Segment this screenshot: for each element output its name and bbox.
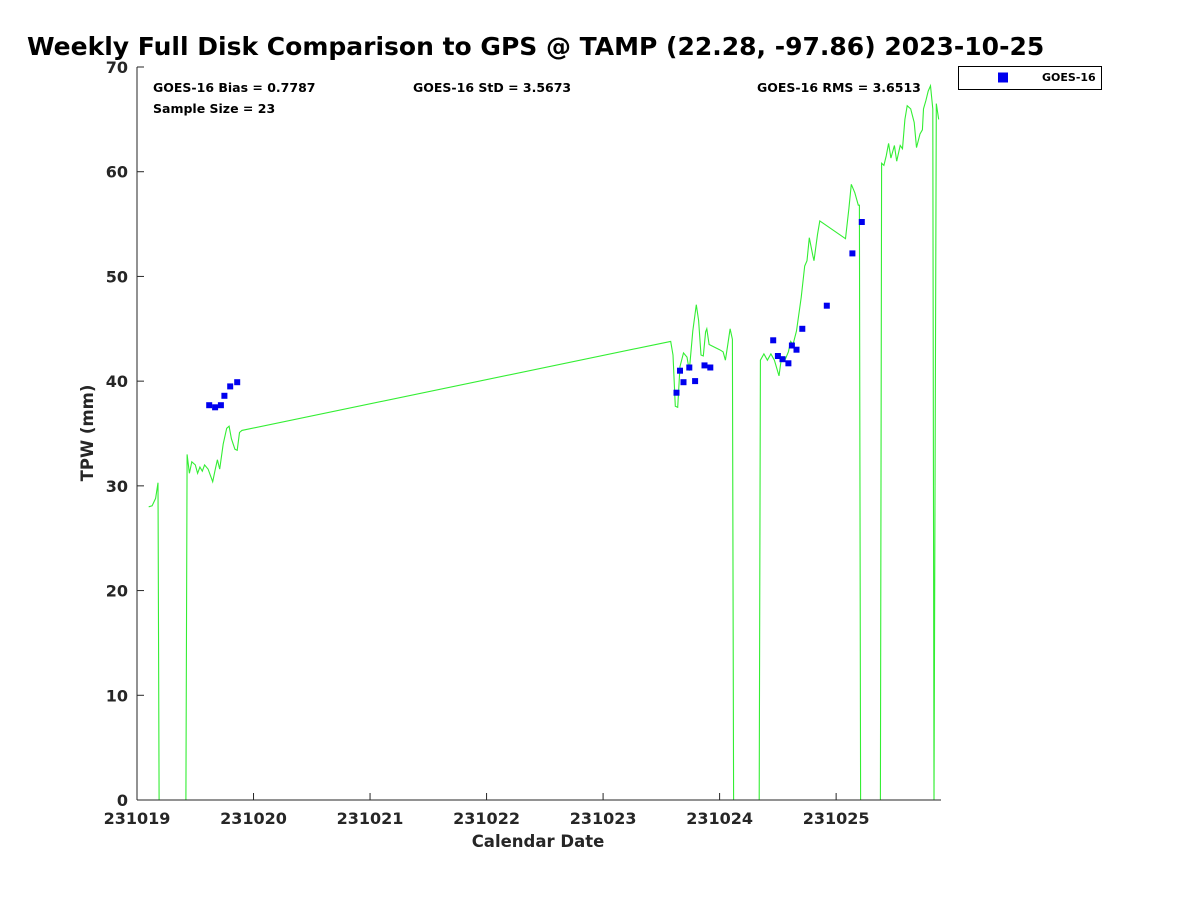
goes16-point bbox=[686, 364, 693, 371]
goes16-point bbox=[234, 379, 241, 386]
legend-box bbox=[958, 66, 1102, 90]
y-tick-label: 40 bbox=[106, 372, 128, 391]
x-axis-label: Calendar Date bbox=[472, 832, 605, 851]
goes16-point bbox=[673, 389, 680, 396]
goes16-point bbox=[799, 325, 806, 332]
goes16-point bbox=[858, 219, 865, 225]
chart-title: Weekly Full Disk Comparison to GPS @ TAM… bbox=[27, 32, 1044, 61]
x-tick-label: 231024 bbox=[686, 809, 753, 828]
x-tick-label: 231020 bbox=[220, 809, 287, 828]
goes16-point bbox=[849, 250, 856, 257]
y-axis-label: TPW (mm) bbox=[78, 385, 97, 482]
y-tick-label: 20 bbox=[106, 582, 128, 601]
gps-line bbox=[148, 83, 940, 801]
x-tick-label: 231023 bbox=[570, 809, 637, 828]
y-tick-label: 10 bbox=[106, 686, 128, 705]
goes16-point bbox=[785, 360, 792, 367]
x-tick-label: 231019 bbox=[104, 809, 171, 828]
goes16-point bbox=[680, 379, 687, 386]
goes16-point bbox=[823, 302, 830, 309]
goes16-point bbox=[221, 392, 228, 399]
goes16-point bbox=[212, 404, 219, 411]
goes16-point bbox=[793, 346, 800, 353]
x-tick-label: 231021 bbox=[337, 809, 404, 828]
y-tick-label: 50 bbox=[106, 267, 128, 286]
goes16-point bbox=[701, 362, 708, 369]
y-tick-label: 60 bbox=[106, 163, 128, 182]
legend-label: GOES-16 bbox=[1042, 71, 1096, 84]
rms-stat: GOES-16 RMS = 3.6513 bbox=[757, 80, 921, 95]
goes16-point bbox=[217, 402, 224, 409]
goes16-point bbox=[692, 378, 699, 385]
goes16-point bbox=[707, 364, 714, 371]
axes: 0 10 20 30 40 50 60 70 231019 231020 231021 231022 2… bbox=[104, 58, 941, 828]
sample-size-stat: Sample Size = 23 bbox=[153, 101, 275, 116]
plot-area bbox=[148, 83, 940, 801]
y-tick-label: 0 bbox=[117, 791, 128, 810]
goes16-point bbox=[770, 337, 777, 344]
goes16-point bbox=[206, 402, 213, 409]
x-tick-label: 231022 bbox=[453, 809, 520, 828]
goes16-point bbox=[774, 353, 781, 359]
std-stat: GOES-16 StD = 3.5673 bbox=[413, 80, 571, 95]
goes16-point bbox=[227, 383, 234, 390]
y-tick-label: 70 bbox=[106, 58, 128, 77]
y-tick-label: 30 bbox=[106, 477, 128, 496]
goes16-point bbox=[779, 356, 786, 363]
bias-stat: GOES-16 Bias = 0.7787 bbox=[153, 80, 315, 95]
goes16-point bbox=[677, 367, 683, 374]
x-tick-label: 231025 bbox=[803, 809, 870, 828]
goes16-point bbox=[788, 342, 795, 349]
legend: GOES-16 bbox=[958, 66, 1102, 90]
stats-box: GOES-16 Bias = 0.7787 GOES-16 StD = 3.56… bbox=[153, 80, 921, 116]
legend-marker bbox=[998, 72, 1008, 83]
